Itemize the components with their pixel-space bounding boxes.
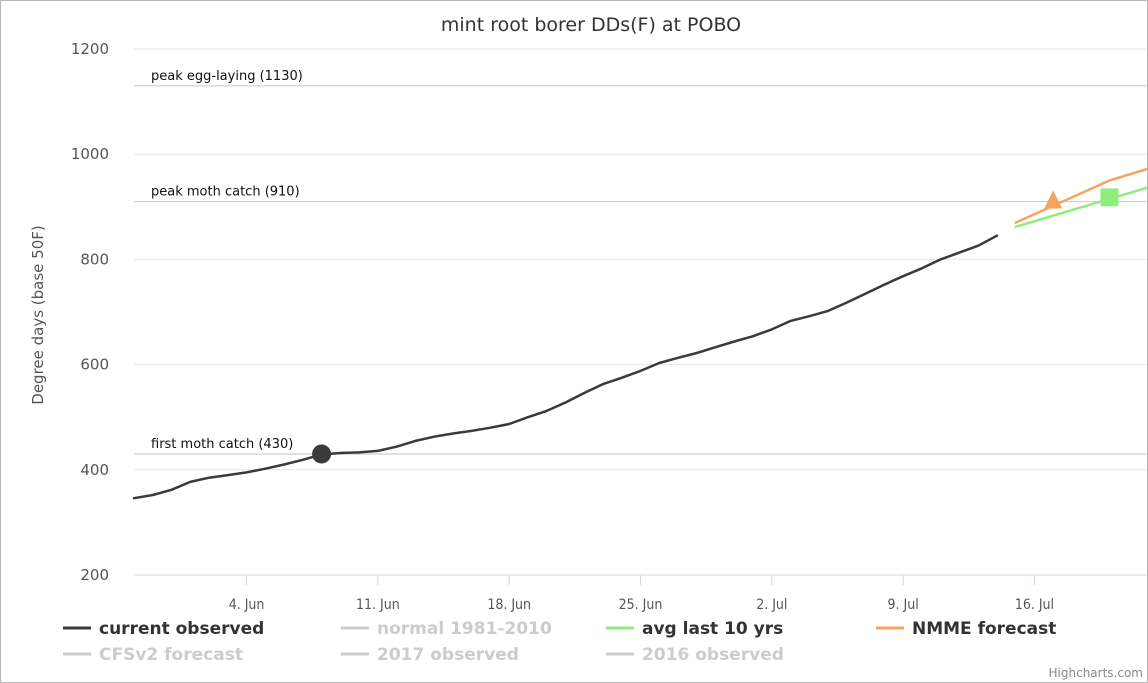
legend: current observed normal 1981-2010 avg last… xyxy=(63,619,1056,665)
y-tick-label: 1000 xyxy=(71,145,109,163)
legend-item-2017-observed[interactable]: 2017 observed xyxy=(341,645,519,665)
y-axis: 200 400 600 800 1000 1200 xyxy=(71,40,109,584)
y-tick-label: 1200 xyxy=(71,40,109,58)
highcharts-credit[interactable]: Highcharts.com xyxy=(1049,666,1143,680)
markers-group xyxy=(312,188,1119,464)
x-axis: 4. Jun 11. Jun 18. Jun 25. Jun 2. Jul 9. Jul 1… xyxy=(134,574,1147,613)
grid xyxy=(134,48,1147,471)
x-tick-label: 11. Jun xyxy=(356,597,400,613)
x-tick-label: 25. Jun xyxy=(619,597,663,613)
legend-label: normal 1981-2010 xyxy=(377,619,552,639)
x-tick-label: 16. Jul xyxy=(1015,597,1054,613)
legend-label: avg last 10 yrs xyxy=(642,619,783,639)
chart-title: mint root borer DDs(F) at POBO xyxy=(441,14,741,36)
y-tick-label: 400 xyxy=(80,461,109,479)
legend-item-normal-1981-2010[interactable]: normal 1981-2010 xyxy=(341,619,552,639)
legend-item-avg-last-10-yrs[interactable]: avg last 10 yrs xyxy=(606,619,783,639)
legend-label: 2017 observed xyxy=(377,645,519,665)
first-moth-catch-marker[interactable] xyxy=(312,444,332,464)
triangle-marker[interactable] xyxy=(1044,190,1063,209)
legend-label: 2016 observed xyxy=(642,645,784,665)
plot-lines: peak egg-laying (1130) peak moth catch (9… xyxy=(134,69,1147,455)
y-tick-label: 600 xyxy=(80,356,109,374)
square-marker[interactable] xyxy=(1100,188,1119,207)
legend-label: NMME forecast xyxy=(912,619,1056,639)
legend-item-cfsv2-forecast[interactable]: CFSv2 forecast xyxy=(63,645,243,665)
legend-label: current observed xyxy=(99,619,264,639)
plot-line-label: first moth catch (430) xyxy=(151,437,293,452)
x-tick-label: 18. Jun xyxy=(487,597,531,613)
legend-item-2016-observed[interactable]: 2016 observed xyxy=(606,645,784,665)
plot-line-label: peak moth catch (910) xyxy=(151,185,300,200)
y-axis-label: Degree days (base 50F) xyxy=(29,225,47,404)
x-tick-label: 4. Jun xyxy=(229,597,265,613)
x-tick-label: 9. Jul xyxy=(888,597,919,613)
y-tick-label: 200 xyxy=(80,566,109,584)
legend-item-nmme-forecast[interactable]: NMME forecast xyxy=(876,619,1056,639)
series-line-0[interactable] xyxy=(132,234,999,500)
y-tick-label: 800 xyxy=(80,250,109,268)
series-line-3[interactable] xyxy=(1014,129,1147,224)
legend-item-current-observed[interactable]: current observed xyxy=(63,619,264,639)
x-tick-label: 2. Jul xyxy=(756,597,787,613)
plot-line-label: peak egg-laying (1130) xyxy=(151,69,303,84)
legend-label: CFSv2 forecast xyxy=(99,645,243,665)
